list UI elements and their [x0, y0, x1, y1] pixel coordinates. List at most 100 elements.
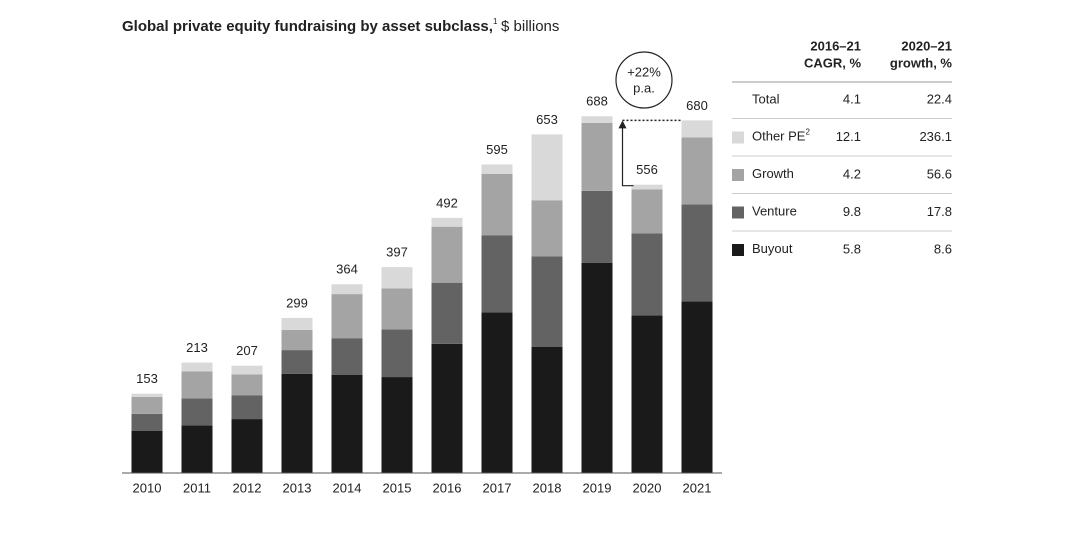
bar-segment: [331, 374, 363, 473]
bar-segment: [431, 217, 463, 227]
bar-segment: [481, 164, 513, 174]
bar-segment: [331, 294, 363, 339]
bar-segment: [431, 226, 463, 283]
chart-title: Global private equity fundraising by ass…: [122, 17, 559, 35]
total-label: 299: [286, 295, 308, 310]
total-label: 595: [486, 142, 508, 157]
row-value: 9.8: [843, 204, 861, 219]
bar-segment: [531, 200, 563, 257]
row-value: 8.6: [934, 241, 952, 256]
legend-swatch: [732, 169, 744, 181]
row-label: Growth: [752, 166, 794, 181]
bar-segment: [431, 343, 463, 473]
bar-segment: [581, 262, 613, 473]
bar-segment: [381, 267, 413, 289]
title-text: Global private equity fundraising by ass…: [122, 18, 493, 35]
bar-segment: [381, 329, 413, 378]
row-value: 5.8: [843, 241, 861, 256]
table-header: 2016–21: [810, 38, 861, 53]
bar-segment: [281, 373, 313, 473]
bar-segment: [481, 312, 513, 473]
bar-segment: [631, 184, 663, 190]
row-label: Venture: [752, 204, 797, 219]
row-label: Total: [752, 91, 780, 106]
legend-swatch: [732, 244, 744, 256]
total-label: 153: [136, 371, 158, 386]
legend-name: Other PE: [752, 129, 806, 144]
row-value: 56.6: [927, 166, 952, 181]
bar-segment: [181, 425, 213, 473]
bar-segment: [631, 189, 663, 234]
bar-segment: [681, 137, 713, 205]
total-label: 688: [586, 94, 608, 109]
bar-segment: [131, 413, 163, 431]
total-label: 556: [636, 162, 658, 177]
x-tick-label: 2018: [533, 480, 562, 495]
bar-segment: [581, 190, 613, 263]
x-tick-label: 2021: [683, 480, 712, 495]
bar-segment: [131, 396, 163, 414]
total-label: 492: [436, 195, 458, 210]
arrow-head: [618, 120, 627, 129]
table-header: 2020–21: [901, 38, 952, 53]
total-label: 680: [686, 98, 708, 113]
total-label: 207: [236, 343, 258, 358]
row-value: 236.1: [919, 129, 952, 144]
bar-segment: [231, 395, 263, 420]
bar-segment: [531, 346, 563, 473]
x-tick-label: 2019: [583, 480, 612, 495]
title-note: 1: [493, 17, 498, 26]
x-tick-label: 2014: [333, 480, 362, 495]
row-label: Other PE2: [752, 128, 810, 144]
x-tick-label: 2013: [283, 480, 312, 495]
bar-segment: [681, 204, 713, 302]
bar-segment: [181, 362, 213, 372]
bar-segment: [281, 329, 313, 351]
x-tick-label: 2015: [383, 480, 412, 495]
row-label: Buyout: [752, 241, 793, 256]
bar-segment: [281, 317, 313, 330]
row-value: 12.1: [836, 129, 861, 144]
total-label: 213: [186, 340, 208, 355]
bar-segment: [231, 419, 263, 473]
bar-segment: [281, 350, 313, 374]
row-value: 22.4: [927, 91, 952, 106]
bar-segment: [581, 122, 613, 191]
bar-segment: [681, 301, 713, 473]
bar-segment: [231, 374, 263, 396]
x-tick-label: 2012: [233, 480, 262, 495]
annotation: p.a.: [633, 80, 655, 95]
bar-segment: [131, 430, 163, 473]
total-label: 653: [536, 112, 558, 127]
total-label: 397: [386, 245, 408, 260]
annotation: +22%: [627, 64, 661, 79]
arrow-line: [621, 126, 634, 187]
total-label: 364: [336, 262, 358, 277]
bar-segment: [381, 377, 413, 473]
row-value: 4.1: [843, 91, 861, 106]
legend-name: Venture: [752, 204, 797, 219]
bar-segment: [531, 256, 563, 347]
x-tick-label: 2010: [133, 480, 162, 495]
bar-segment: [181, 371, 213, 399]
bar-segment: [181, 398, 213, 426]
bar-segment: [681, 120, 713, 138]
legend-note: 2: [805, 128, 810, 137]
bar-segment: [431, 282, 463, 344]
bar-segment: [531, 134, 563, 201]
title-unit: $ billions: [501, 18, 559, 35]
legend-swatch: [732, 206, 744, 219]
row-value: 17.8: [927, 204, 952, 219]
legend-swatch: [732, 131, 744, 144]
bar-segment: [581, 116, 613, 123]
bar-segment: [481, 173, 513, 236]
bar-segment: [631, 233, 663, 316]
table-header: growth, %: [890, 55, 953, 70]
x-tick-label: 2020: [633, 480, 662, 495]
table-header: CAGR, %: [804, 55, 862, 70]
x-tick-label: 2011: [183, 480, 211, 495]
row-value: 4.2: [843, 166, 861, 181]
x-tick-label: 2016: [433, 480, 462, 495]
